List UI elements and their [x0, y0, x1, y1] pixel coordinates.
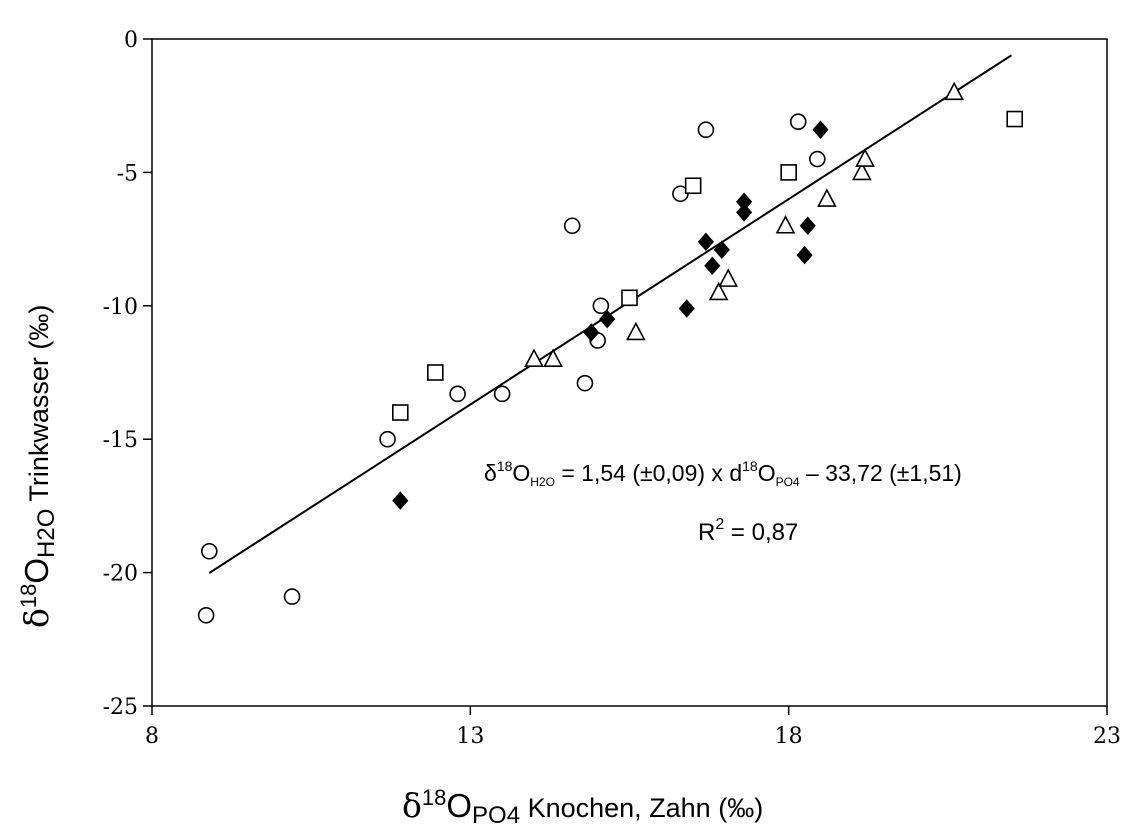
- point-square: [684, 177, 702, 195]
- x-tick-label: 13: [456, 724, 484, 749]
- point-circle: [283, 588, 301, 605]
- point-diamond: [812, 120, 829, 139]
- y-tick-label: -25: [103, 695, 138, 720]
- point-diamond: [799, 216, 816, 235]
- point-triangle: [775, 215, 796, 234]
- y-tick-label: -15: [103, 428, 138, 453]
- point-circle: [563, 217, 581, 235]
- y-tick-label: -5: [117, 161, 138, 186]
- y-tick-label: -20: [103, 562, 138, 587]
- point-circle: [493, 385, 511, 403]
- y-tick-label: -10: [103, 295, 138, 320]
- point-diamond: [736, 203, 753, 222]
- point-triangle: [524, 348, 544, 367]
- point-circle: [592, 297, 610, 315]
- point-diamond: [599, 309, 616, 329]
- point-circle: [697, 121, 715, 139]
- point-circle: [379, 430, 396, 448]
- point-diamond: [678, 299, 695, 318]
- point-circle: [576, 374, 594, 392]
- point-diamond: [796, 245, 813, 265]
- point-circle: [789, 113, 807, 131]
- point-diamond: [704, 256, 721, 275]
- regression-equation: δ18OH2O = 1,54 (±0,09) x d18OPO4 – 33,72…: [484, 458, 962, 489]
- point-triangle: [944, 81, 965, 101]
- plot-frame: [151, 38, 1108, 707]
- r-squared: R2 = 0,87: [698, 516, 798, 546]
- point-square: [780, 164, 797, 181]
- axes: 8 13 18 23 0 -5 -10 -15 -20 -25: [103, 28, 1121, 749]
- point-triangle: [543, 348, 563, 367]
- x-tick-label: 23: [1093, 724, 1121, 749]
- point-diamond: [697, 232, 714, 251]
- x-tick-label: 18: [775, 724, 803, 749]
- point-triangle: [626, 321, 646, 341]
- point-triangle: [817, 188, 837, 207]
- point-triangle: [718, 268, 739, 287]
- x-tick-label: 8: [145, 724, 159, 749]
- x-axis-title: δ18OPO4 Knochen, Zahn (‰): [402, 785, 763, 829]
- data-points: [197, 81, 1023, 624]
- point-triangle: [855, 148, 875, 167]
- point-diamond: [392, 491, 409, 510]
- y-axis-title: δ18OH2O Trinkwasser (‰): [16, 305, 60, 628]
- point-square: [391, 404, 409, 421]
- point-square: [621, 289, 638, 307]
- point-diamond: [583, 323, 600, 342]
- point-triangle: [708, 281, 729, 301]
- point-triangle: [852, 161, 872, 181]
- point-circle: [201, 542, 218, 560]
- point-diamond: [713, 240, 730, 259]
- point-circle: [449, 385, 466, 403]
- point-square: [1006, 110, 1023, 128]
- point-square: [427, 364, 444, 381]
- point-circle: [197, 606, 215, 624]
- point-circle: [809, 150, 826, 168]
- y-tick-label: 0: [124, 28, 138, 53]
